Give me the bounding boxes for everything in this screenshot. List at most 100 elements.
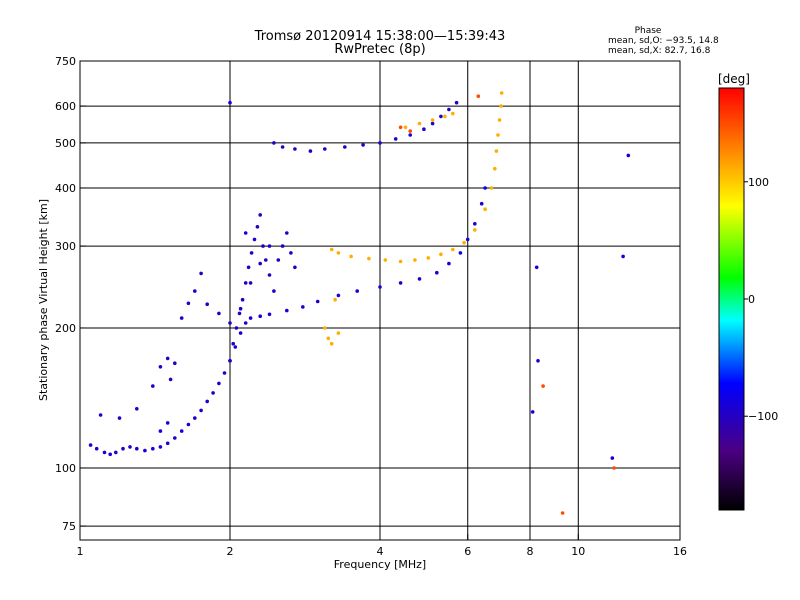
data-point — [417, 121, 422, 126]
data-point — [205, 399, 209, 404]
data-point — [289, 251, 293, 255]
x-axis: 1 2 4 6 8 10 16 — [77, 534, 687, 558]
data-point — [473, 222, 477, 226]
colorbar-tick-label: 0 — [748, 293, 755, 306]
y-tick-label: 200 — [55, 322, 76, 335]
data-point — [211, 391, 215, 395]
data-point — [205, 302, 209, 307]
data-point — [293, 265, 297, 270]
data-point — [231, 341, 235, 346]
chart-title: Tromsø 20120914 15:38:00—15:39:43 — [254, 29, 506, 44]
data-point — [173, 436, 177, 440]
colorbar-ticks: 100 0 −100 — [744, 176, 778, 423]
data-point — [458, 251, 463, 255]
colorbar-gradient — [718, 87, 745, 511]
data-point — [217, 381, 221, 386]
data-point — [530, 410, 535, 414]
data-point — [329, 247, 334, 252]
data-point — [276, 258, 281, 262]
phase-stats-x: mean, sd,X: 82.7, 16.8 — [608, 46, 711, 56]
data-point — [238, 306, 243, 311]
data-point — [361, 143, 365, 147]
y-tick-label: 500 — [55, 137, 76, 150]
data-point — [430, 121, 435, 126]
data-point — [135, 446, 139, 451]
data-point — [367, 256, 371, 261]
data-point — [272, 289, 276, 293]
data-point — [301, 305, 305, 309]
data-point — [336, 251, 341, 255]
data-point — [435, 270, 439, 275]
x-tick-label: 6 — [464, 545, 471, 558]
data-point — [560, 511, 565, 515]
data-point — [258, 314, 263, 319]
data-point — [267, 244, 272, 248]
data-point — [261, 244, 265, 248]
data-point — [483, 186, 487, 190]
y-tick-label: 400 — [55, 182, 76, 195]
data-point — [94, 446, 99, 451]
data-point — [349, 254, 353, 259]
data-point — [193, 416, 197, 420]
data-point — [293, 147, 297, 151]
phase-stats-o: mean, sd,O: −93.5, 14.8 — [608, 36, 719, 46]
x-tick-label: 4 — [377, 545, 384, 558]
data-point — [323, 147, 327, 151]
data-point — [454, 100, 459, 105]
colorbar-tick-label: −100 — [748, 410, 778, 423]
data-point — [465, 237, 470, 242]
data-point — [228, 359, 232, 363]
chart-subtitle: RwPretec (8p) — [334, 42, 425, 57]
data-point — [499, 104, 503, 108]
data-point — [378, 141, 382, 145]
data-point — [447, 261, 451, 266]
data-point — [447, 107, 451, 112]
data-point — [114, 450, 118, 455]
data-point — [493, 166, 497, 171]
data-point — [186, 301, 191, 306]
data-point — [393, 137, 398, 141]
data-point — [378, 285, 382, 289]
data-point — [243, 231, 248, 235]
data-point — [237, 311, 242, 316]
x-tick-label: 2 — [227, 545, 234, 558]
data-point — [621, 254, 625, 259]
data-point — [264, 258, 268, 262]
data-point — [443, 114, 447, 119]
data-point — [186, 422, 191, 427]
data-point — [258, 213, 263, 217]
data-point — [98, 413, 103, 417]
data-point — [476, 94, 481, 98]
data-point — [536, 359, 540, 363]
data-point — [496, 133, 500, 137]
x-tick-label: 16 — [673, 545, 687, 558]
data-point — [326, 336, 331, 341]
data-point — [333, 297, 337, 302]
data-point — [179, 316, 184, 320]
data-point — [165, 356, 170, 361]
data-point — [280, 145, 285, 149]
data-point — [240, 297, 245, 302]
data-point — [343, 145, 347, 149]
data-point — [383, 258, 388, 262]
data-point — [222, 371, 227, 375]
data-point — [408, 129, 413, 133]
data-point — [329, 341, 334, 346]
data-point — [143, 448, 147, 453]
x-axis-label: Frequency [MHz] — [334, 558, 426, 571]
phase-heading: Phase — [635, 26, 662, 36]
colorbar-tick-label: 100 — [748, 176, 769, 189]
data-point — [430, 118, 435, 122]
data-point — [128, 445, 132, 449]
data-point — [158, 445, 163, 449]
data-point — [398, 259, 403, 264]
x-tick-label: 1 — [77, 545, 84, 558]
data-point — [249, 251, 254, 255]
data-point — [248, 281, 253, 285]
data-point — [217, 311, 221, 316]
data-point — [336, 293, 341, 298]
data-point — [285, 231, 289, 235]
data-point — [258, 261, 263, 266]
y-axis-label: Stationary phase Virtual Height [km] — [37, 199, 50, 401]
data-point — [323, 326, 327, 330]
